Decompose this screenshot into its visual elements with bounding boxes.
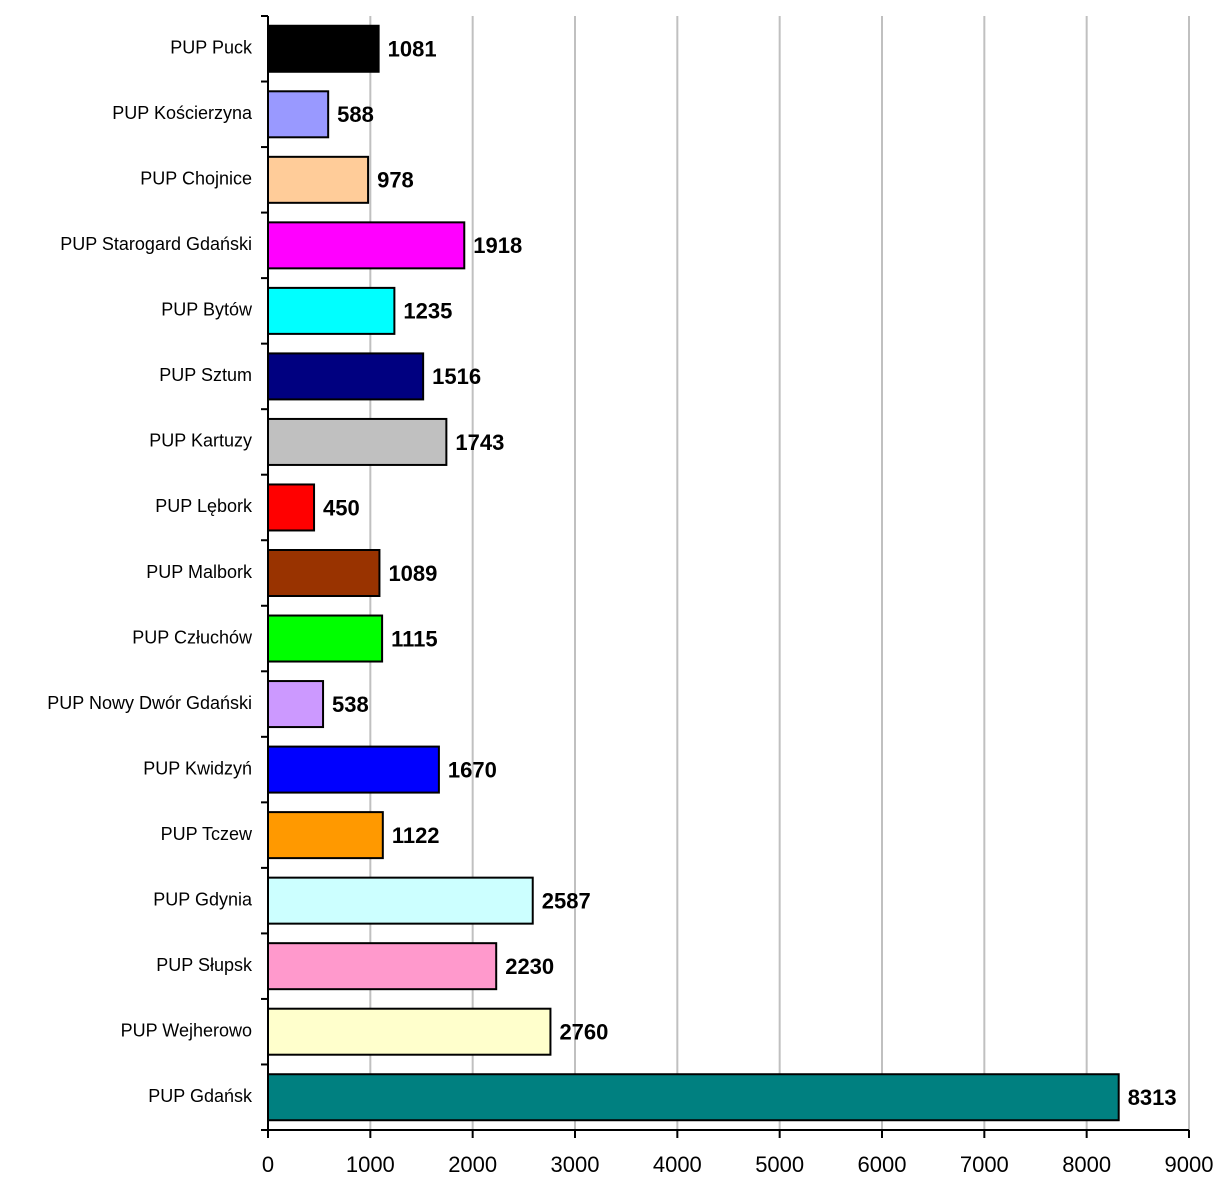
y-tick-label: PUP Sztum bbox=[159, 365, 252, 385]
value-label: 2760 bbox=[559, 1020, 608, 1045]
x-tick-label: 4000 bbox=[653, 1152, 702, 1177]
y-tick-label: PUP Bytów bbox=[161, 300, 253, 320]
bar bbox=[267, 221, 466, 270]
value-label: 1235 bbox=[403, 299, 452, 324]
y-tick-label: PUP Kościerzyna bbox=[112, 103, 253, 123]
x-tick-label: 1000 bbox=[346, 1152, 395, 1177]
x-tick-label: 0 bbox=[262, 1152, 274, 1177]
bar bbox=[267, 942, 498, 991]
x-tick-label: 9000 bbox=[1165, 1152, 1214, 1177]
bar bbox=[267, 745, 440, 794]
y-tick-label: PUP Gdańsk bbox=[148, 1086, 253, 1106]
y-tick-label: PUP Człuchów bbox=[132, 627, 253, 647]
y-tick-label: PUP Wejherowo bbox=[121, 1020, 252, 1040]
bar bbox=[267, 286, 396, 335]
value-label: 1081 bbox=[388, 37, 437, 62]
bar bbox=[267, 1007, 552, 1056]
value-label: 1918 bbox=[473, 233, 522, 258]
y-tick-label: PUP Kwidzyń bbox=[143, 758, 252, 778]
y-tick-label: PUP Lębork bbox=[155, 496, 253, 516]
value-label: 1670 bbox=[448, 757, 497, 782]
x-tick-label: 7000 bbox=[960, 1152, 1009, 1177]
value-label: 1743 bbox=[455, 430, 504, 455]
bar bbox=[267, 155, 370, 204]
bar bbox=[267, 614, 384, 663]
y-tick-label: PUP Malbork bbox=[146, 562, 253, 582]
bar bbox=[267, 352, 425, 401]
bar bbox=[267, 876, 534, 925]
value-label: 1115 bbox=[391, 626, 438, 651]
y-tick-label: PUP Gdynia bbox=[153, 889, 253, 909]
bar bbox=[267, 24, 380, 73]
bar bbox=[267, 417, 448, 466]
y-tick-label: PUP Nowy Dwór Gdański bbox=[47, 693, 252, 713]
x-tick-label: 2000 bbox=[448, 1152, 497, 1177]
value-label: 8313 bbox=[1128, 1085, 1177, 1110]
y-tick-label: PUP Starogard Gdański bbox=[60, 234, 252, 254]
value-label: 2587 bbox=[542, 888, 591, 913]
y-tick-label: PUP Puck bbox=[170, 38, 253, 58]
value-label: 1122 bbox=[392, 823, 440, 848]
y-tick-label: PUP Chojnice bbox=[140, 169, 252, 189]
value-label: 1516 bbox=[432, 364, 481, 389]
value-label: 2230 bbox=[505, 954, 554, 979]
x-tick-label: 6000 bbox=[858, 1152, 907, 1177]
value-label: 588 bbox=[337, 102, 374, 127]
x-tick-label: 5000 bbox=[755, 1152, 804, 1177]
x-tick-label: 3000 bbox=[551, 1152, 600, 1177]
value-label: 450 bbox=[323, 495, 360, 520]
bar bbox=[267, 483, 316, 532]
bar bbox=[267, 90, 330, 139]
bar bbox=[267, 1073, 1120, 1122]
value-label: 1089 bbox=[388, 561, 437, 586]
bar bbox=[267, 680, 325, 729]
bar bbox=[267, 549, 381, 597]
y-tick-label: PUP Tczew bbox=[161, 824, 253, 844]
bar bbox=[267, 811, 384, 860]
value-label: 978 bbox=[377, 168, 414, 193]
value-label: 538 bbox=[332, 692, 369, 717]
x-tick-label: 8000 bbox=[1062, 1152, 1111, 1177]
y-tick-label: PUP Kartuzy bbox=[149, 431, 252, 451]
y-tick-label: PUP Słupsk bbox=[156, 955, 253, 975]
